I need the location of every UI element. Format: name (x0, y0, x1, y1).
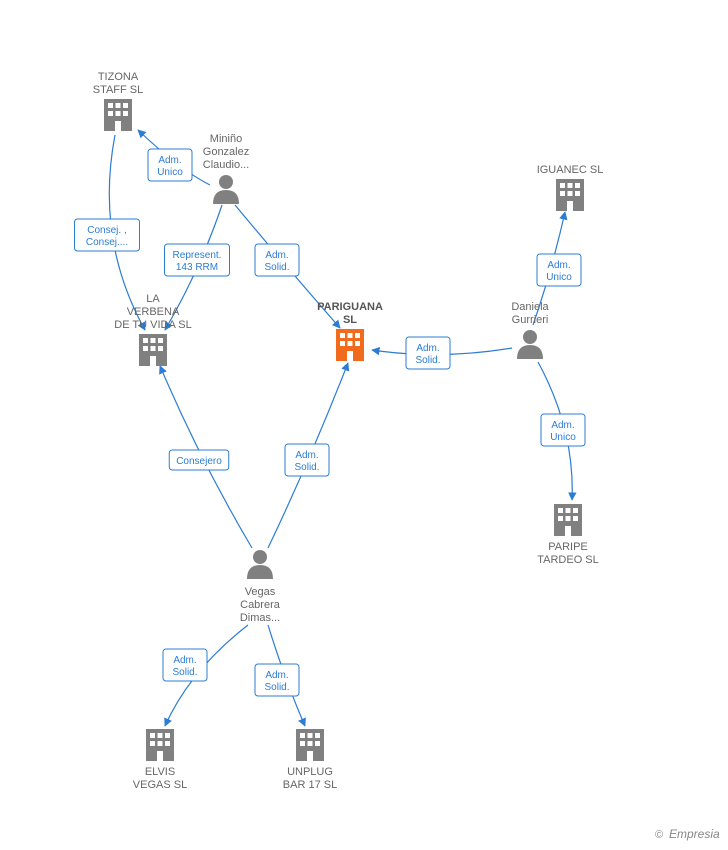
node-label: Daniela (511, 301, 549, 313)
building-icon (554, 504, 582, 536)
node-vegas[interactable]: VegasCabreraDimas... (240, 550, 281, 624)
edge-label-text: Adm. (158, 155, 181, 166)
edge-label-text: 143 RRM (176, 262, 218, 273)
node-label: Dimas... (240, 612, 280, 624)
node-label: Vegas (245, 586, 276, 598)
person-icon (517, 330, 543, 359)
building-icon (296, 729, 324, 761)
building-icon (336, 329, 364, 361)
edge-label-text: Adm. (265, 250, 288, 261)
node-unplug[interactable]: UNPLUGBAR 17 SL (283, 729, 337, 791)
copyright-symbol: © (655, 829, 663, 841)
edge-label-text: Solid. (294, 462, 319, 473)
person-icon (213, 175, 239, 204)
edge-label-text: Adm. (265, 670, 288, 681)
edge-label-text: Consej. , (87, 225, 126, 236)
node-label: PARIPE (548, 541, 588, 553)
node-label: Claudio... (203, 159, 249, 171)
edge-label-text: Solid. (172, 667, 197, 678)
node-label: VERBENA (127, 306, 180, 318)
edge-label-text: Solid. (415, 355, 440, 366)
edge-label-text: Adm. (173, 655, 196, 666)
node-label: VEGAS SL (133, 779, 187, 791)
node-minino[interactable]: MiniñoGonzalezClaudio... (203, 133, 249, 204)
edge-label-text: Solid. (264, 682, 289, 693)
node-tizona[interactable]: TIZONASTAFF SL (93, 71, 144, 131)
edge-label-text: Solid. (264, 262, 289, 273)
node-elvis[interactable]: ELVISVEGAS SL (133, 729, 187, 791)
person-icon (247, 550, 273, 579)
edge-label-text: Consej.... (86, 237, 128, 248)
node-label: Cabrera (240, 599, 281, 611)
building-icon (556, 179, 584, 211)
building-icon (146, 729, 174, 761)
building-icon (104, 99, 132, 131)
node-label: UNPLUG (287, 766, 333, 778)
node-label: STAFF SL (93, 84, 144, 96)
edge-label-text: Adm. (551, 420, 574, 431)
node-pariguana[interactable]: PARIGUANASL (317, 301, 383, 361)
edge-label-text: Consejero (176, 456, 222, 467)
node-label: Miniño (210, 133, 242, 145)
node-label: ELVIS (145, 766, 175, 778)
edge-label-text: Adm. (547, 260, 570, 271)
copyright-brand: Empresia (669, 827, 720, 841)
building-icon (139, 334, 167, 366)
node-label: Gonzalez (203, 146, 249, 158)
edge-label-text: Adm. (295, 450, 318, 461)
edge-label-text: Represent. (173, 250, 222, 261)
node-label: TARDEO SL (537, 554, 599, 566)
node-iguanec[interactable]: IGUANEC SL (537, 164, 604, 211)
edge-label-text: Unico (546, 272, 572, 283)
node-label: IGUANEC SL (537, 164, 604, 176)
node-daniela[interactable]: DanielaGurrieri (511, 301, 549, 359)
edge-label-text: Unico (157, 167, 183, 178)
node-label: SL (343, 314, 357, 326)
node-label: TIZONA (98, 71, 139, 83)
node-label: DE TU VIDA SL (114, 319, 191, 331)
node-label: BAR 17 SL (283, 779, 337, 791)
edge-label-text: Adm. (416, 343, 439, 354)
edge-label-text: Unico (550, 432, 576, 443)
node-label: LA (146, 293, 160, 305)
node-label: Gurrieri (512, 314, 549, 326)
node-paripe[interactable]: PARIPETARDEO SL (537, 504, 599, 566)
node-label: PARIGUANA (317, 301, 383, 313)
